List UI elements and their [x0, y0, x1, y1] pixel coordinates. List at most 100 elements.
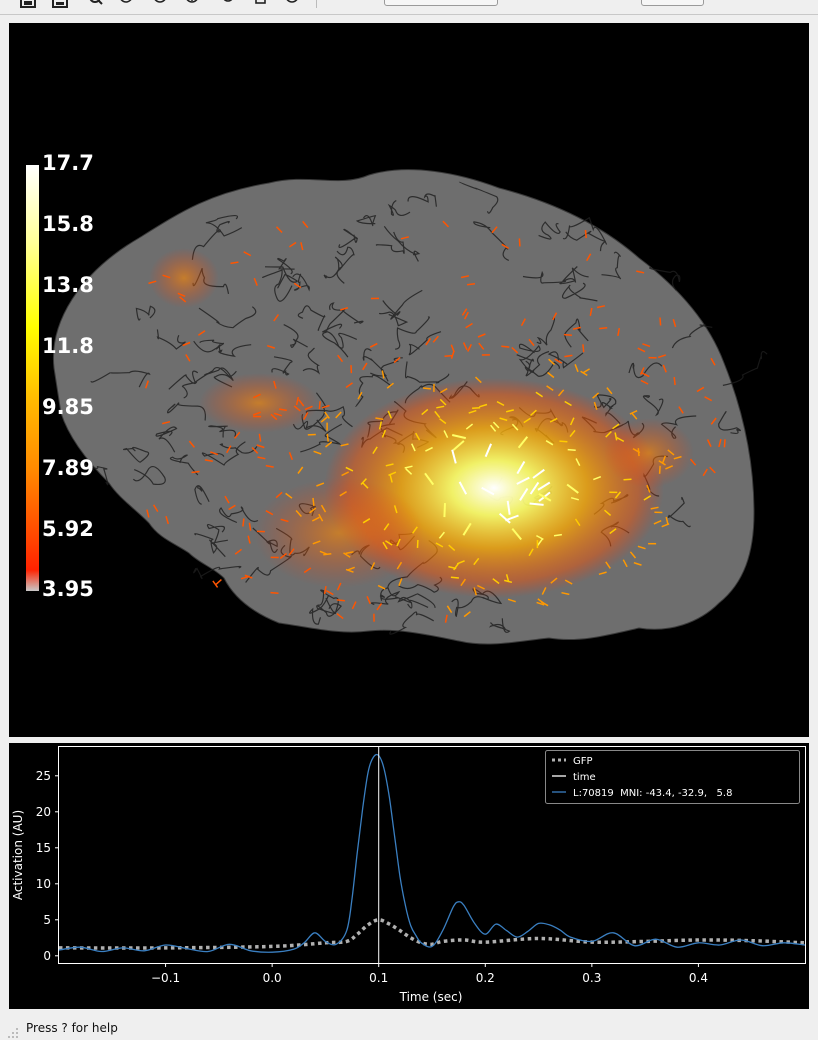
save-icon[interactable]: [52, 0, 68, 8]
dipole-arrow: [462, 522, 472, 536]
dipole-arrow: [519, 487, 529, 501]
dipole-arrow: [162, 274, 171, 279]
dipole-arrow: [152, 504, 159, 512]
resize-grip[interactable]: [8, 1028, 18, 1038]
dipole-arrow: [345, 551, 354, 555]
dipole-arrow: [659, 317, 662, 326]
dipole-arrow: [311, 516, 320, 522]
sulcus-line: [536, 317, 556, 346]
dipole-arrow: [248, 522, 252, 531]
dipole-arrow: [704, 396, 713, 402]
dipole-arrow: [204, 459, 213, 462]
dipole-arrow: [614, 432, 618, 441]
dipole-arrow: [463, 311, 469, 320]
play-icon[interactable]: [118, 0, 134, 8]
dipole-arrow: [467, 283, 476, 286]
dipole-arrow: [293, 282, 302, 289]
dipole-arrow: [146, 509, 150, 518]
dipole-arrow: [492, 421, 500, 429]
dipole-arrow: [357, 391, 363, 400]
undo-icon[interactable]: [220, 0, 236, 8]
dipole-arrow: [320, 416, 328, 423]
dipole-arrow: [529, 502, 544, 506]
dipole-arrow: [386, 382, 394, 389]
time-combo[interactable]: [384, 0, 498, 6]
dipole-arrow: [570, 496, 579, 501]
dipole-arrow: [388, 471, 397, 476]
panel-splitter[interactable]: [9, 737, 809, 743]
dipole-arrow: [362, 362, 368, 371]
dipole-arrow: [226, 445, 232, 454]
dipole-arrow: [605, 561, 611, 569]
mobile-icon[interactable]: [253, 0, 269, 8]
sulcus-line: [649, 267, 681, 291]
reset-icon[interactable]: [152, 0, 168, 8]
sulcus-line: [562, 217, 608, 245]
dipole-arrow: [177, 292, 186, 297]
dipole-arrow: [280, 518, 289, 523]
time-course-chart: 0 5 10 15 20 25 −0.1 0.0 0.1 0.2 0.3 0.4 Activatio…: [11, 746, 806, 1004]
dipole-arrow: [313, 450, 322, 455]
sulcus-line: [458, 181, 499, 214]
playback-speed-combo[interactable]: [641, 0, 704, 6]
legend-gfp-label: GFP: [573, 756, 593, 767]
info-icon[interactable]: [284, 0, 300, 8]
screenshot-icon[interactable]: [20, 0, 36, 8]
sulcus-line: [277, 257, 295, 275]
dipole-arrow: [598, 571, 607, 576]
sulcus-line: [292, 419, 327, 432]
dipole-arrow: [265, 464, 274, 468]
dipole-arrow: [465, 322, 473, 329]
zoom-icon[interactable]: [88, 0, 104, 8]
brain-3d-viewport[interactable]: 17.7 15.8 13.8 11.8 9.85 7.89 5.92 3.95: [9, 23, 809, 737]
dipole-arrow: [383, 523, 390, 531]
dipole-arrow: [411, 526, 418, 534]
dipole-arrow: [520, 318, 526, 327]
sulcus-line: [271, 356, 293, 376]
dipole-arrow: [643, 495, 652, 501]
dipole-arrow: [451, 434, 467, 440]
dipole-arrow: [273, 314, 280, 322]
dipole-arrow: [434, 410, 441, 419]
dipole-arrow: [511, 423, 519, 431]
sulcus-line: [383, 225, 421, 262]
dipole-arrow: [442, 220, 450, 228]
dipole-arrow: [393, 505, 398, 514]
dipole-arrow: [323, 552, 332, 556]
dipole-arrow: [381, 370, 385, 379]
dipole-arrow: [498, 512, 511, 524]
dipole-arrow: [529, 409, 537, 417]
dipole-arrow: [569, 429, 576, 438]
dipole-arrow: [561, 591, 570, 596]
dipole-arrow: [324, 411, 330, 419]
sulcus-line: [156, 329, 186, 350]
dipole-arrow: [191, 470, 200, 474]
dipole-arrow: [689, 458, 697, 466]
dipole-arrow: [460, 275, 470, 279]
help-icon[interactable]: [184, 0, 200, 8]
sulcus-line: [264, 266, 299, 289]
dipole-arrow: [604, 509, 612, 516]
dipole-arrow: [234, 548, 242, 555]
dipole-arrow: [436, 405, 445, 409]
legend-source-label: L:70819 MNI: -43.4, -32.9, 5.8: [573, 788, 732, 799]
dipole-arrow: [318, 513, 324, 522]
x-axis-label: Time (sec): [399, 990, 463, 1004]
colorbar-label: 9.85: [42, 395, 94, 419]
dipole-arrow: [458, 481, 468, 495]
time-course-plot[interactable]: 0 5 10 15 20 25 −0.1 0.0 0.1 0.2 0.3 0.4 Activatio…: [9, 743, 809, 1009]
dipole-arrow: [574, 364, 579, 373]
dipole-arrow: [490, 424, 497, 432]
sulcus-line: [168, 374, 198, 399]
dipole-arrow: [362, 518, 371, 524]
sulcus-line: [317, 589, 339, 614]
dipole-arrow: [185, 354, 191, 362]
dipole-arrow: [463, 611, 471, 618]
dipole-arrow: [372, 446, 378, 455]
dipole-arrow: [378, 421, 383, 430]
dipole-arrow: [460, 578, 467, 587]
dipole-arrow: [639, 367, 645, 375]
dipole-arrow: [432, 335, 439, 343]
dipole-arrow: [563, 333, 572, 337]
dipole-arrow: [321, 404, 330, 409]
